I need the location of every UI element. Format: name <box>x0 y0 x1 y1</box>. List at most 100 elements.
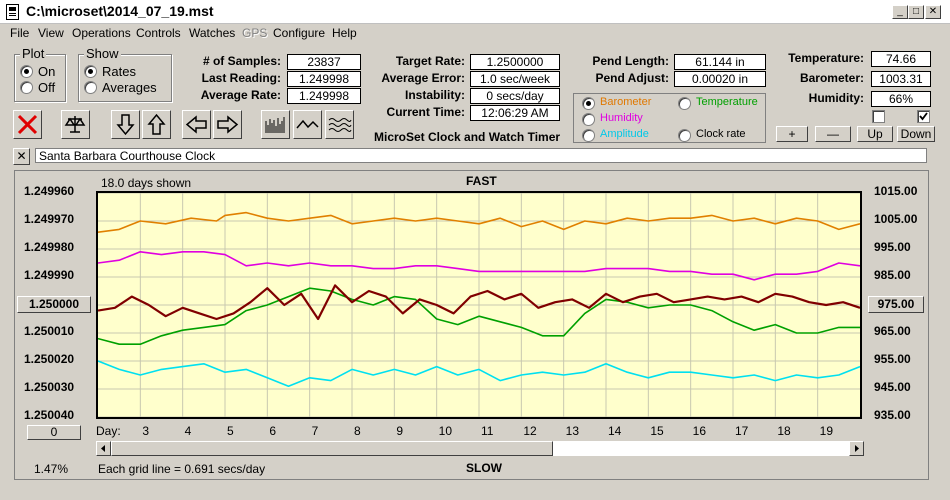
arrow-up-icon <box>147 113 166 135</box>
show-averages-radio[interactable] <box>84 81 97 94</box>
scroll-right-arrow[interactable] <box>849 441 864 456</box>
amplitude-radio[interactable] <box>582 129 595 142</box>
day-tick-label: 14 <box>608 424 622 438</box>
last-reading-label: Last Reading: <box>201 71 281 85</box>
clock-rate-radio[interactable] <box>678 129 691 142</box>
app-icon[interactable] <box>6 4 19 20</box>
temperature-radio[interactable] <box>678 97 691 110</box>
current-time-label: Current Time: <box>386 105 465 119</box>
current-time-field: 12:06:29 AM <box>470 105 560 121</box>
up-button[interactable]: Up <box>857 126 893 142</box>
y2-tick-label: 935.00 <box>874 408 911 422</box>
day-tick-label: 6 <box>269 424 277 438</box>
minus-button[interactable]: — <box>815 126 851 142</box>
days-shown-label: 18.0 days shown <box>101 176 192 190</box>
checkbox-1[interactable] <box>872 110 885 123</box>
y-tick-label: 1.249960 <box>24 184 75 198</box>
wave-view-button[interactable] <box>325 110 354 139</box>
average-rate-label: Average Rate: <box>200 88 281 102</box>
scroll-start-button[interactable]: 0 <box>27 425 81 440</box>
barometer-radio[interactable] <box>582 97 595 110</box>
bars-view-button[interactable] <box>261 110 290 139</box>
show-rates-radio[interactable] <box>84 65 97 78</box>
target-rate-field[interactable]: 1.2500000 <box>470 54 560 70</box>
menu-watches[interactable]: Watches <box>189 26 236 40</box>
plot-off-radio[interactable] <box>20 81 33 94</box>
plot-on-label: On <box>38 64 56 79</box>
humidity-radio[interactable] <box>582 113 595 126</box>
humidity-label: Humidity: <box>808 91 864 105</box>
app-name: MicroSet Clock and Watch Timer <box>374 130 561 144</box>
pend-length-field[interactable]: 61.144 in <box>674 54 766 70</box>
checkbox-2[interactable] <box>917 110 930 123</box>
day-tick-label: 11 <box>481 424 494 438</box>
series-line-1 <box>98 251 860 281</box>
stop-button[interactable] <box>13 110 42 139</box>
day-tick-label: 8 <box>354 424 361 438</box>
y2-tick-label: 965.00 <box>874 324 911 338</box>
triangle-left-icon <box>101 445 105 452</box>
maximize-button[interactable]: □ <box>908 5 924 19</box>
series-line-0 <box>98 211 860 233</box>
arrow-up-button[interactable] <box>142 110 171 139</box>
day-tick-label: 16 <box>692 424 707 438</box>
clock-rate-radio-label: Clock rate <box>696 128 746 140</box>
temperature-radio-label: Temperature <box>696 96 758 108</box>
title-bar: C:\microset\2014_07_19.mst _ □ ✕ <box>0 0 950 24</box>
show-rates-label: Rates <box>102 64 136 79</box>
minimize-button[interactable]: _ <box>892 5 908 19</box>
down-button[interactable]: Down <box>897 126 935 142</box>
plot-group-title: Plot <box>20 46 47 61</box>
fast-label: FAST <box>466 174 497 188</box>
y-tick-label: 1.249990 <box>24 268 75 282</box>
arrow-down-button[interactable] <box>111 110 140 139</box>
scroll-thumb[interactable] <box>111 441 553 456</box>
checkmark-icon <box>919 112 928 121</box>
arrow-left-button[interactable] <box>182 110 211 139</box>
day-tick-label: 4 <box>184 424 192 438</box>
pend-adjust-field[interactable]: 0.00020 in <box>674 71 766 87</box>
average-error-label: Average Error: <box>381 71 465 85</box>
aux-series-group <box>573 93 766 143</box>
show-group <box>78 54 172 102</box>
y2-tick-label: 1005.00 <box>874 212 918 226</box>
average-error-field: 1.0 sec/week <box>470 71 560 87</box>
day-tick-label: 10 <box>438 424 453 438</box>
center-rate-button[interactable]: 1.250000 <box>17 296 91 313</box>
humidity-radio-label: Humidity <box>600 112 643 124</box>
menu-file[interactable]: File <box>10 26 30 40</box>
balance-button[interactable] <box>61 110 90 139</box>
arrow-right-button[interactable] <box>213 110 242 139</box>
scroll-left-arrow[interactable] <box>96 441 111 456</box>
barometer-field: 1003.31 <box>871 71 931 87</box>
target-rate-label: Target Rate: <box>395 54 465 68</box>
window-title: C:\microset\2014_07_19.mst <box>26 3 214 19</box>
clear-clock-button[interactable]: ✕ <box>13 148 30 165</box>
menu-help[interactable]: Help <box>332 26 357 40</box>
center-baro-button[interactable]: 975.00 <box>868 296 924 313</box>
menu-operations[interactable]: Operations <box>72 26 131 40</box>
plot-on-radio[interactable] <box>20 65 33 78</box>
line-view-button[interactable] <box>293 110 322 139</box>
menu-controls[interactable]: Controls <box>136 26 181 40</box>
samples-label: # of Samples: <box>202 54 281 68</box>
temperature-field: 74.66 <box>871 51 931 67</box>
day-tick-label: 13 <box>565 424 580 438</box>
instability-label: Instability: <box>404 88 465 102</box>
day-tick-label: 19 <box>819 424 834 438</box>
rate-chart <box>98 193 860 417</box>
scroll-track[interactable] <box>553 441 849 456</box>
day-tick-label: 17 <box>735 424 749 438</box>
menu-configure[interactable]: Configure <box>273 26 326 40</box>
day-tick-label: 9 <box>396 424 404 438</box>
menu-gps[interactable]: GPS <box>242 26 268 40</box>
average-rate-field: 1.249998 <box>287 88 361 104</box>
y-tick-label: 1.249980 <box>24 240 75 254</box>
clock-name-field[interactable]: Santa Barbara Courthouse Clock <box>35 148 927 163</box>
pend-adjust-label: Pend Adjust: <box>595 71 669 85</box>
temperature-label: Temperature: <box>788 51 864 65</box>
plus-button[interactable]: + <box>776 126 808 142</box>
menu-view[interactable]: View <box>38 26 64 40</box>
close-button[interactable]: ✕ <box>925 5 941 19</box>
horizontal-scrollbar[interactable] <box>96 441 864 456</box>
